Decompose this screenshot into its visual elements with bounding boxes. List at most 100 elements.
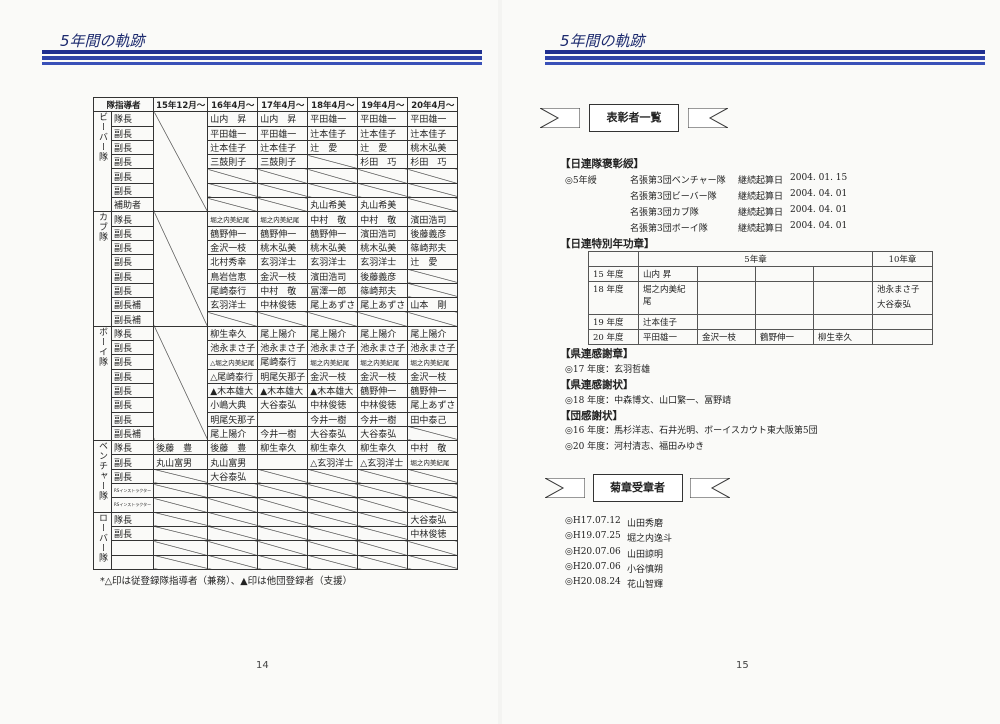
empty-cell (207, 511, 259, 527)
header-row: 5年章 10年章 (588, 251, 933, 267)
empty-cell (257, 182, 309, 199)
kiku-name: 小谷慎朔 (627, 564, 664, 575)
name-cell (755, 266, 814, 282)
name-cell: 中林俊徳 (357, 397, 409, 413)
group-label: ビーバー隊 (93, 111, 112, 213)
empty-cell (153, 540, 209, 556)
table-row: ベンチャー隊 隊長 後藤 豊後藤 豊柳生幸久 柳生幸久 柳生幸久 中村 敬 (93, 440, 459, 513)
name-cell: 金沢一枝 (207, 239, 259, 256)
name-cell: 桃木弘美 (407, 139, 459, 156)
name-cell: ▲木本雄大 (257, 382, 309, 399)
year-cell: 15 年度 (588, 266, 639, 282)
name-cell: 玄羽洋士 (207, 297, 259, 313)
name-cell: 辻本佳子 (257, 139, 309, 156)
role-cell: 副長 (110, 268, 155, 284)
name-cell: 尾崎泰行 (257, 354, 309, 370)
empty-cell (407, 468, 459, 485)
group-label: ローバー隊 (93, 511, 112, 570)
name-cell: 鶴野伸一 (357, 382, 409, 399)
name-cell: 尾上陽介 (307, 325, 359, 342)
name-cell: 池永まさ子 (307, 340, 359, 356)
name-cell: 篠崎邦夫 (407, 239, 459, 256)
year-cell: 20 年度 (588, 329, 639, 345)
year-cell: 19 年度 (588, 314, 639, 330)
name-cell (813, 266, 873, 282)
name-cell: 柳生幸久 (357, 440, 409, 456)
empty-cell (207, 311, 259, 327)
empty-cell (257, 525, 309, 542)
table-row: 副長補 尾上陽介 今井一樹 大谷泰弘 大谷泰弘 (94, 425, 459, 442)
footnote: *△印は従登録隊指導者（兼務）、▲印は他団登録者（支援） (100, 576, 353, 587)
table-row: 19 年度 辻本佳子 (588, 314, 933, 330)
role-cell: 副長 (110, 254, 155, 270)
table-row: RSインストラクター (94, 497, 459, 513)
empty-cell (307, 154, 359, 170)
empty-cell (357, 554, 409, 570)
role-cell: 隊長 (110, 211, 155, 227)
ribbon-title: 表彰者一覧 (589, 104, 679, 132)
ribbon-kiku-recipients: 菊章受章者 (545, 474, 730, 504)
name-cell: 山内 昇 (257, 111, 309, 127)
name-cell: 平田雄一 (407, 111, 459, 127)
empty-cell (357, 540, 409, 556)
name-cell: 小嶋大典 (207, 397, 259, 413)
name-cell (257, 454, 309, 470)
name-cell: 尾上陽介 (257, 325, 309, 342)
table-row: 副長 △尾崎泰行 明尾矢那子 金沢一枝 金沢一枝 金沢一枝 (94, 368, 459, 384)
empty-cell (357, 525, 409, 542)
empty-cell (357, 468, 409, 485)
name-cell: 辻本佳子 (638, 314, 698, 330)
table-row: 副長 小嶋大典 大谷泰弘 中林俊徳 中林俊徳 尾上あずさ (94, 397, 459, 413)
empty-cell (207, 554, 259, 570)
empty-cell (153, 525, 209, 542)
name-cell (813, 281, 873, 315)
empty-cell (207, 497, 259, 513)
name-cell: 柳生幸久 (307, 440, 359, 456)
role-cell: 副長 (110, 354, 155, 370)
role-cell: RSインストラクター (110, 497, 155, 513)
empty-cell (357, 497, 409, 513)
name-cell: 今井一樹 (257, 425, 309, 442)
name-cell: △玄羽洋士 (357, 454, 409, 470)
name-cell: 後藤 豊 (207, 440, 259, 456)
section-title: 【日連特別年功章】 (560, 238, 655, 250)
table-row: 副長補 玄羽洋士 中林俊徳 尾上あずさ 尾上あずさ 山本 剛 (94, 297, 459, 313)
name-cell: 鳥岩信恵 (207, 268, 259, 284)
empty-cell (307, 468, 359, 485)
name-cell: 丸山希美 (357, 197, 409, 213)
name-cell: 三鼓則子 (257, 154, 309, 170)
empty-cell (307, 168, 359, 184)
empty-cell (207, 168, 259, 184)
table-row: 副長 明尾矢那子 今井一樹 今井一樹 田中泰己 (94, 411, 459, 427)
role-cell: 副長 (110, 154, 155, 170)
name-cell: △玄羽洋士 (307, 454, 359, 470)
name-cell: 辻 愛 (357, 139, 409, 156)
name-cell (697, 266, 756, 282)
name-cell: 尾上陽介 (357, 325, 409, 342)
empty-cell (307, 554, 359, 570)
award-date: 2004. 01. 15 (790, 173, 848, 183)
kiku-date: ◎H20.07.06 (565, 546, 621, 557)
table-row (94, 554, 459, 570)
empty-cell (257, 483, 309, 499)
role-cell: 副長 (110, 525, 155, 542)
table-row: 副長 平田雄一 平田雄一 辻本佳子 辻本佳子 辻本佳子 (94, 125, 459, 141)
column-header: 15年12月～ (153, 96, 209, 113)
table-row: ビーバー隊 隊長 山内 昇山内 昇平田雄一 平田雄一 平田雄一 (93, 111, 459, 213)
name-cell: 辻本佳子 (207, 139, 259, 156)
name-cell: 鶴野伸一 (307, 225, 359, 241)
table-row: 補助者 丸山希美 丸山希美 (94, 197, 459, 213)
year-cell: 18 年度 (588, 281, 639, 315)
name-cell: 堀之内美紀尾 (207, 211, 259, 227)
name-cell: 堀之内美紀尾 (357, 354, 409, 370)
name-cell: 池永まさ子 (407, 340, 459, 356)
name-cell: 平田雄一 (307, 111, 359, 127)
name-cell: 鶴野伸一 (755, 329, 814, 345)
name-cell: 大谷泰弘 (407, 511, 459, 527)
role-cell: 副長 (110, 468, 155, 485)
table-row (94, 540, 459, 556)
name-cell: 金沢一枝 (257, 268, 309, 284)
table-row: 20 年度 平田雄一 金沢一枝 鶴野伸一 柳生幸久 (588, 329, 933, 345)
name-cell: 平田雄一 (357, 111, 409, 127)
empty-cell (257, 497, 309, 513)
